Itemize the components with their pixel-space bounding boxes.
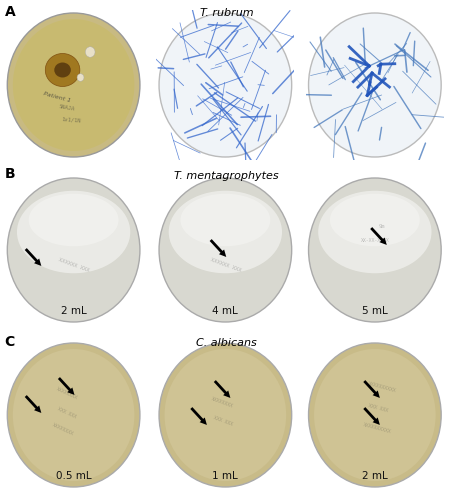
Text: XX-XX-XXXX: XX-XX-XXXX: [361, 238, 389, 244]
Text: 0.5 mL: 0.5 mL: [56, 471, 92, 481]
Ellipse shape: [7, 178, 140, 322]
Ellipse shape: [17, 191, 130, 274]
Ellipse shape: [29, 194, 119, 246]
Ellipse shape: [308, 343, 441, 487]
Text: XXXXXX XXX: XXXXXX XXX: [58, 258, 90, 274]
Text: 2 mL: 2 mL: [362, 471, 388, 481]
Text: XXXXXX XXX: XXXXXX XXX: [209, 258, 241, 274]
Text: XXXXXXXXXX: XXXXXXXXXX: [367, 381, 396, 394]
Text: 1 mL: 1 mL: [212, 471, 238, 481]
Ellipse shape: [164, 349, 286, 481]
Ellipse shape: [7, 13, 140, 157]
Ellipse shape: [318, 191, 432, 274]
Text: XXXXXXXX: XXXXXXXX: [211, 396, 234, 408]
Text: XXX XXX: XXX XXX: [212, 415, 233, 426]
Text: T. mentagrophytes: T. mentagrophytes: [174, 171, 279, 181]
Ellipse shape: [159, 178, 292, 322]
Text: 1v1/1N: 1v1/1N: [61, 117, 81, 123]
Text: B: B: [5, 168, 15, 181]
Text: XXXXXXXX: XXXXXXXX: [51, 422, 74, 437]
Ellipse shape: [314, 349, 436, 481]
Text: XXX XXX: XXX XXX: [57, 406, 77, 419]
Ellipse shape: [308, 13, 441, 157]
Text: Patient 1: Patient 1: [43, 91, 71, 103]
Text: XXX XXX: XXX XXX: [367, 403, 388, 413]
Text: 2 mL: 2 mL: [61, 306, 87, 316]
Ellipse shape: [13, 349, 135, 481]
Text: T. rubrum: T. rubrum: [200, 8, 253, 18]
Ellipse shape: [159, 13, 292, 157]
Ellipse shape: [45, 54, 80, 86]
Text: XXXXXXXXXX: XXXXXXXXXX: [363, 422, 392, 434]
Ellipse shape: [180, 194, 270, 246]
Ellipse shape: [13, 19, 135, 151]
Ellipse shape: [330, 194, 420, 246]
Ellipse shape: [159, 343, 292, 487]
Text: A: A: [5, 5, 15, 19]
Text: C. albicans: C. albicans: [196, 338, 257, 347]
Text: 9m: 9m: [379, 224, 385, 228]
Ellipse shape: [169, 191, 282, 274]
Ellipse shape: [85, 47, 95, 57]
Ellipse shape: [7, 343, 140, 487]
Ellipse shape: [77, 74, 84, 81]
Text: XXXXXXXX: XXXXXXXX: [55, 386, 78, 401]
Text: 5 mL: 5 mL: [362, 306, 388, 316]
Text: 4 mL: 4 mL: [212, 306, 238, 316]
Text: SNAJA: SNAJA: [58, 104, 75, 112]
Ellipse shape: [54, 62, 71, 78]
Ellipse shape: [308, 178, 441, 322]
Text: C: C: [5, 335, 15, 349]
